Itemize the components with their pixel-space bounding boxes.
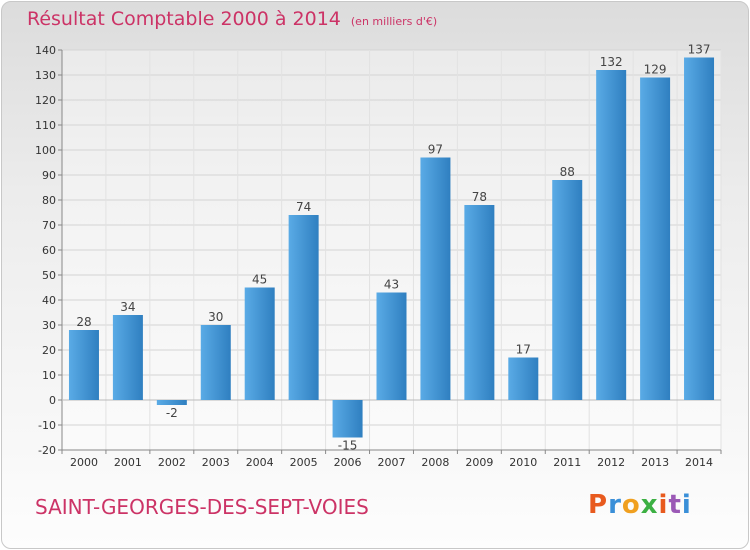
y-tick-label: 60 xyxy=(42,244,56,257)
bar-value-label: 34 xyxy=(120,300,135,314)
x-tick-label: 2004 xyxy=(246,456,274,469)
bar xyxy=(68,330,99,400)
bar xyxy=(464,205,495,400)
chart-title: Résultat Comptable 2000 à 2014 (en millie… xyxy=(27,8,437,30)
bar-value-label: 43 xyxy=(384,278,399,292)
proxiti-logo: Proxiti xyxy=(588,490,692,520)
bar-value-label: 129 xyxy=(644,63,667,77)
y-tick-label: 70 xyxy=(42,219,56,232)
bar xyxy=(200,325,231,400)
x-tick-label: 2001 xyxy=(114,456,142,469)
bar xyxy=(376,292,407,400)
y-tick-label: 100 xyxy=(35,144,56,157)
bar-value-label: 74 xyxy=(296,200,311,214)
x-tick-label: 2009 xyxy=(465,456,493,469)
logo-letter: r xyxy=(608,490,622,520)
bar-value-label: 45 xyxy=(252,273,267,287)
bar xyxy=(640,77,671,400)
x-tick-label: 2002 xyxy=(158,456,186,469)
bar xyxy=(684,57,715,400)
bar-value-label: 132 xyxy=(600,55,623,69)
bar-value-label: 88 xyxy=(560,165,575,179)
bar-value-label: -15 xyxy=(338,439,358,453)
x-tick-label: 2012 xyxy=(597,456,625,469)
bar xyxy=(596,70,627,400)
y-tick-label: 140 xyxy=(35,44,56,57)
bar-value-label: 28 xyxy=(76,315,91,329)
y-tick-label: 40 xyxy=(42,294,56,307)
x-tick-label: 2013 xyxy=(641,456,669,469)
logo-letter: i xyxy=(681,490,692,520)
bar-value-label: 78 xyxy=(472,190,487,204)
x-tick-label: 2011 xyxy=(553,456,581,469)
logo-letter: P xyxy=(588,490,609,520)
bar xyxy=(552,180,583,400)
bar xyxy=(288,215,319,400)
x-tick-label: 2010 xyxy=(509,456,537,469)
y-tick-label: 90 xyxy=(42,169,56,182)
bar xyxy=(508,357,539,400)
y-tick-label: 0 xyxy=(49,394,56,407)
chart-unit: (en milliers d'€) xyxy=(350,15,438,28)
bar xyxy=(112,315,143,400)
chart-title-text: Résultat Comptable 2000 à 2014 xyxy=(27,8,341,30)
x-tick-label: 2005 xyxy=(290,456,318,469)
bar xyxy=(156,400,187,405)
bar-value-label: 97 xyxy=(428,143,443,157)
y-tick-label: 120 xyxy=(35,94,56,107)
x-tick-label: 2014 xyxy=(685,456,713,469)
bar xyxy=(420,157,451,400)
y-tick-label: 80 xyxy=(42,194,56,207)
y-tick-label: 10 xyxy=(42,369,56,382)
y-tick-label: 50 xyxy=(42,269,56,282)
logo-letter: t xyxy=(668,490,682,520)
x-tick-label: 2008 xyxy=(421,456,449,469)
y-tick-label: 20 xyxy=(42,344,56,357)
y-tick-label: 110 xyxy=(35,119,56,132)
y-tick-label: -20 xyxy=(38,444,56,457)
x-tick-label: 2007 xyxy=(378,456,406,469)
commune-name: SAINT-GEORGES-DES-SEPT-VOIES xyxy=(35,495,369,519)
logo-letter: o xyxy=(621,490,641,520)
bar-value-label: 17 xyxy=(516,343,531,357)
bar-value-label: -2 xyxy=(166,406,178,420)
x-tick-label: 2000 xyxy=(70,456,98,469)
y-tick-label: 30 xyxy=(42,319,56,332)
bar xyxy=(244,287,275,400)
bar-value-label: 30 xyxy=(208,310,223,324)
y-tick-label: 130 xyxy=(35,69,56,82)
x-tick-label: 2003 xyxy=(202,456,230,469)
logo-letter: x xyxy=(640,490,659,520)
logo-letter: i xyxy=(658,490,669,520)
y-tick-label: -10 xyxy=(38,419,56,432)
bar xyxy=(332,400,363,438)
bar-value-label: 137 xyxy=(688,43,711,57)
x-tick-label: 2006 xyxy=(334,456,362,469)
